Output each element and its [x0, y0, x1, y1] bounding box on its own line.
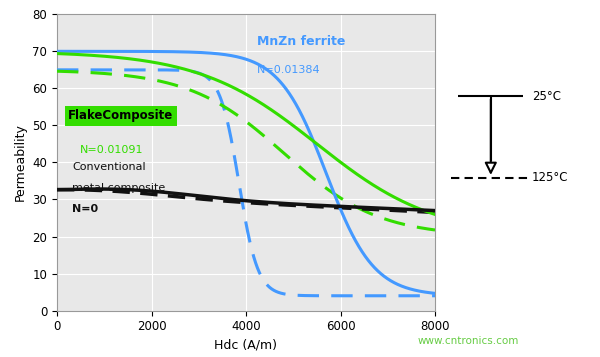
Text: MnZn ferrite: MnZn ferrite — [257, 35, 346, 48]
Text: 25°C: 25°C — [532, 90, 561, 103]
Text: FlakeComposite: FlakeComposite — [68, 109, 173, 122]
Text: N=0.01384: N=0.01384 — [257, 65, 321, 75]
Y-axis label: Permeability: Permeability — [14, 124, 27, 201]
Text: N=0.01091: N=0.01091 — [80, 145, 143, 155]
Text: www.cntronics.com: www.cntronics.com — [418, 336, 518, 346]
Text: N=0: N=0 — [72, 204, 98, 214]
Text: Conventional: Conventional — [72, 162, 146, 172]
Text: 125°C: 125°C — [532, 171, 568, 184]
X-axis label: Hdc (A/m): Hdc (A/m) — [215, 339, 277, 352]
Text: metal composite: metal composite — [72, 183, 166, 193]
